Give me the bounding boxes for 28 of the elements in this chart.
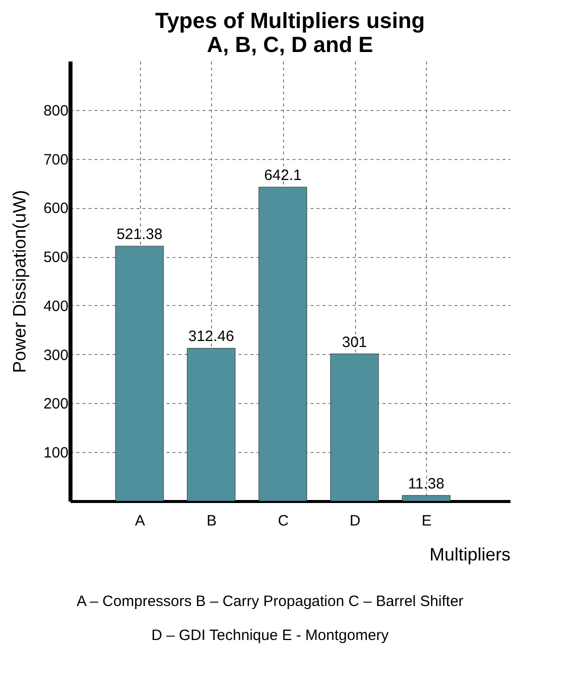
text: D – GDI Technique E - Montgomery <box>151 627 390 644</box>
y-tick-label: 500 <box>43 249 68 266</box>
y-tick-label: 300 <box>43 346 68 364</box>
text: A – Compressors B – Carry Propagation C – Barrel Shifter <box>76 593 464 610</box>
x-axis-title: Multipliers <box>429 544 510 564</box>
bar <box>402 495 450 502</box>
y-tick-label: 600 <box>43 200 68 218</box>
bar <box>115 246 164 502</box>
x-tick-label: D <box>350 512 361 530</box>
chart-title: Types of Multipliers using A, B, C, D and E <box>155 8 425 57</box>
y-tick-label: 200 <box>43 396 68 413</box>
y-tick-label: 400 <box>43 298 68 315</box>
y-tick-label: 700 <box>43 151 68 168</box>
data-label: 642.1 <box>264 167 302 184</box>
data-label: 11.38 <box>408 475 444 492</box>
y-axis-title: Power Dissipation(uW) <box>9 190 30 374</box>
y-tick-label: 800 <box>43 102 68 120</box>
bar <box>330 354 379 502</box>
x-tick-label: C <box>278 512 289 530</box>
bar <box>186 348 236 502</box>
data-label: 301 <box>342 334 368 351</box>
bar <box>258 186 308 502</box>
y-tick-label: 100 <box>43 444 68 462</box>
data-label: 312.46 <box>188 328 234 346</box>
data-label: 521.38 <box>116 226 162 244</box>
x-tick-label: E <box>422 512 432 530</box>
x-tick-label: A <box>134 512 146 530</box>
x-tick-label: B <box>206 512 217 530</box>
